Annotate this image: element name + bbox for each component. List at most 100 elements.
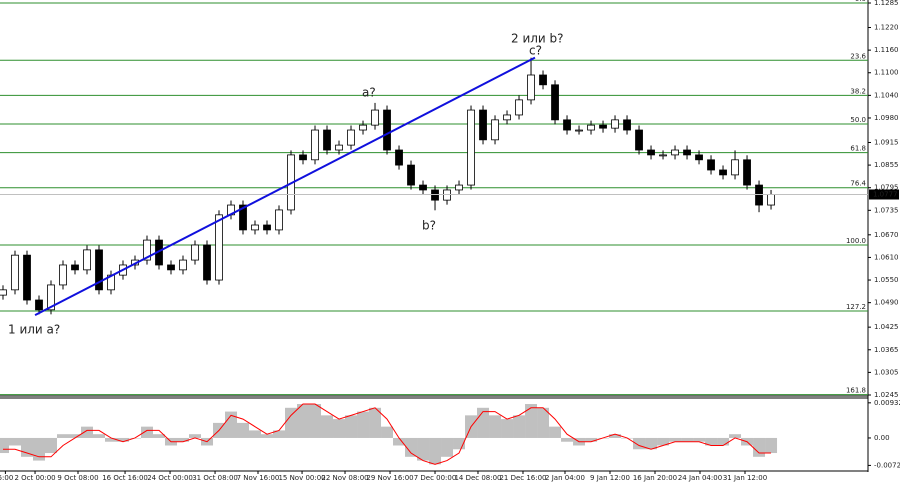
candle-body (623, 119, 631, 131)
osc-bar (657, 437, 670, 446)
x-tick-label: 31 Oct 08:00 (192, 474, 238, 482)
candle-body (263, 224, 271, 231)
y-tick-label: 1.0425 (874, 323, 899, 331)
candle-body (335, 144, 343, 151)
fib-label: 23.6 (850, 52, 866, 60)
y-tick-label: 1.0550 (874, 276, 899, 284)
candle-body (215, 214, 223, 281)
candle-body (503, 114, 511, 121)
candle-body (395, 149, 403, 166)
osc-bar (381, 426, 394, 438)
osc-bar (609, 434, 622, 438)
x-tick-label: 9 Oct 08:00 (57, 474, 98, 482)
candle-body (371, 109, 379, 126)
x-tick-label: 21 Dec 16:00 (499, 474, 546, 482)
y-tick-label: 1.0670 (874, 231, 899, 239)
candle-body (635, 129, 643, 151)
candle-body (563, 119, 571, 131)
candle-body (479, 109, 487, 141)
osc-bar (537, 407, 550, 438)
candle-body (251, 224, 259, 231)
candle-body (671, 149, 679, 156)
candle-body (659, 154, 667, 157)
candle-body (755, 184, 763, 206)
osc-bar (441, 437, 454, 457)
candle-body (719, 169, 727, 176)
osc-bar (237, 422, 250, 438)
x-tick-label: 2 Jan 04:00 (545, 474, 585, 482)
y-tick-label: 1.1040 (874, 91, 899, 99)
osc-bar (297, 404, 310, 438)
candle-body (515, 99, 523, 116)
candle-body (539, 74, 547, 86)
osc-bar (429, 437, 442, 465)
osc-bar (249, 430, 262, 438)
osc-bar (81, 426, 94, 438)
osc-bar (261, 434, 274, 438)
candle-body (467, 109, 475, 186)
x-tick-label: 22 Nov 08:00 (321, 474, 368, 482)
candle-body (383, 109, 391, 151)
osc-bar (141, 426, 154, 438)
y-tick-label: 1.0610 (874, 253, 899, 261)
candle-body (83, 249, 91, 271)
annotation: a? (362, 86, 376, 100)
osc-bar (93, 434, 106, 438)
osc-bar (45, 437, 58, 454)
fib-label: 161.8 (846, 387, 866, 395)
candle-body (527, 74, 535, 101)
x-tick-label: 24 Oct 00:00 (147, 474, 193, 482)
fib-label: 0.0 (855, 0, 866, 3)
annotation: 1 или a? (8, 323, 60, 337)
y-tick-label: 1.1285 (874, 0, 899, 7)
x-tick-label: 16 Jan 20:00 (633, 474, 677, 482)
osc-y-tick-label: 0.00 (874, 434, 890, 442)
candle-body (743, 159, 751, 186)
candle-body (599, 124, 607, 129)
osc-bar (417, 437, 430, 461)
candle-body (731, 159, 739, 176)
osc-bar (549, 426, 562, 438)
osc-bar (273, 430, 286, 438)
candle-body (443, 189, 451, 201)
candle-body (95, 249, 103, 291)
candle-body (431, 189, 439, 201)
candle-body (239, 204, 247, 231)
candle-body (611, 119, 619, 129)
osc-bar (753, 437, 766, 457)
osc-bar (585, 437, 598, 442)
osc-bar (309, 404, 322, 438)
current-price-box (869, 189, 899, 200)
osc-bar (105, 437, 118, 442)
osc-signal-line (3, 403, 772, 465)
x-tick-label: 24 Jan 04:00 (678, 474, 722, 482)
fib-label: 50.0 (850, 116, 866, 124)
candle-body (587, 124, 595, 131)
fib-label: 61.8 (850, 145, 866, 153)
osc-bar (369, 407, 382, 438)
candle-body (347, 129, 355, 146)
y-tick-label: 1.1100 (874, 69, 899, 77)
x-tick-label: 7 Nov 16:00 (237, 474, 280, 482)
osc-bar (693, 437, 706, 442)
candle-body (167, 264, 175, 271)
candle-body (683, 149, 691, 156)
trend-line (34, 56, 536, 316)
osc-bar (729, 434, 742, 438)
candle-body (0, 289, 7, 296)
candle-body (575, 129, 583, 132)
candle-body (647, 149, 655, 156)
osc-bar (57, 434, 70, 438)
osc-bar (117, 437, 130, 442)
current-price-label: 1.0777 (873, 190, 898, 198)
candle-body (695, 154, 703, 161)
fib-label: 100.0 (846, 237, 866, 245)
osc-bar (393, 437, 406, 446)
y-tick-label: 1.0915 (874, 138, 899, 146)
candle-body (323, 129, 331, 151)
candle-body (35, 299, 43, 311)
candle-body (59, 264, 67, 286)
osc-bar (681, 437, 694, 442)
candle-body (491, 119, 499, 141)
osc-bar (765, 437, 778, 454)
